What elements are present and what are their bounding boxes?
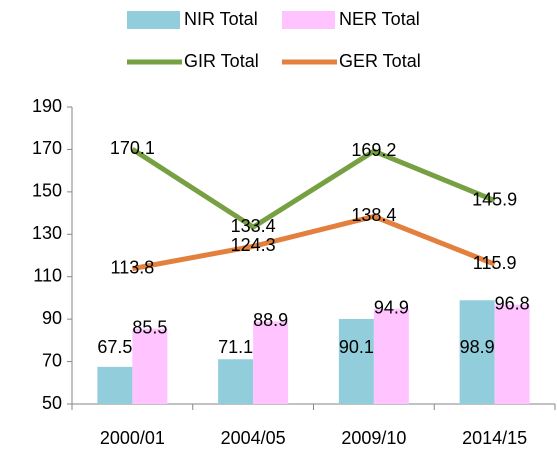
y-tick-label: 50 xyxy=(42,393,62,413)
y-tick-label: 150 xyxy=(32,181,62,201)
legend-swatch xyxy=(282,11,335,29)
data-label: 90.1 xyxy=(339,337,374,357)
x-tick-label: 2000/01 xyxy=(100,428,165,448)
bar xyxy=(459,300,495,404)
line xyxy=(131,213,496,272)
bar xyxy=(97,366,133,404)
bar xyxy=(218,359,254,404)
data-label: 98.9 xyxy=(460,337,495,357)
legend-label: NER Total xyxy=(339,9,420,29)
bar xyxy=(373,308,409,404)
data-label: 124.3 xyxy=(231,235,276,255)
data-label: 115.9 xyxy=(473,253,517,273)
bar xyxy=(338,318,374,404)
y-tick-label: 90 xyxy=(42,308,62,328)
legend-swatch xyxy=(127,11,180,29)
data-label: 145.9 xyxy=(472,189,517,209)
data-label: 88.9 xyxy=(253,310,288,330)
data-label: 170.1 xyxy=(110,138,155,158)
y-tick-label: 170 xyxy=(32,138,62,158)
y-tick-label: 130 xyxy=(32,223,62,243)
bar xyxy=(253,321,289,404)
y-tick-label: 190 xyxy=(32,96,62,116)
data-label: 169.2 xyxy=(351,140,396,160)
legend-label: GIR Total xyxy=(184,51,259,71)
y-tick-label: 110 xyxy=(33,265,62,285)
data-label: 96.8 xyxy=(495,293,530,313)
data-label: 85.5 xyxy=(132,317,167,337)
data-label: 71.1 xyxy=(218,337,253,357)
data-label: 94.9 xyxy=(374,297,409,317)
line xyxy=(131,147,496,230)
x-tick-label: 2009/10 xyxy=(341,428,406,448)
data-label: 113.8 xyxy=(111,257,155,277)
data-label: 138.4 xyxy=(351,205,396,225)
data-label: 133.4 xyxy=(231,216,276,236)
y-tick-label: 70 xyxy=(42,350,62,370)
bar xyxy=(494,304,530,404)
data-label: 67.5 xyxy=(97,337,132,357)
legend-label: GER Total xyxy=(339,51,421,71)
legend-label: NIR Total xyxy=(184,9,258,29)
bar xyxy=(132,328,168,404)
x-tick-label: 2014/15 xyxy=(462,428,527,448)
x-tick-label: 2004/05 xyxy=(221,428,286,448)
